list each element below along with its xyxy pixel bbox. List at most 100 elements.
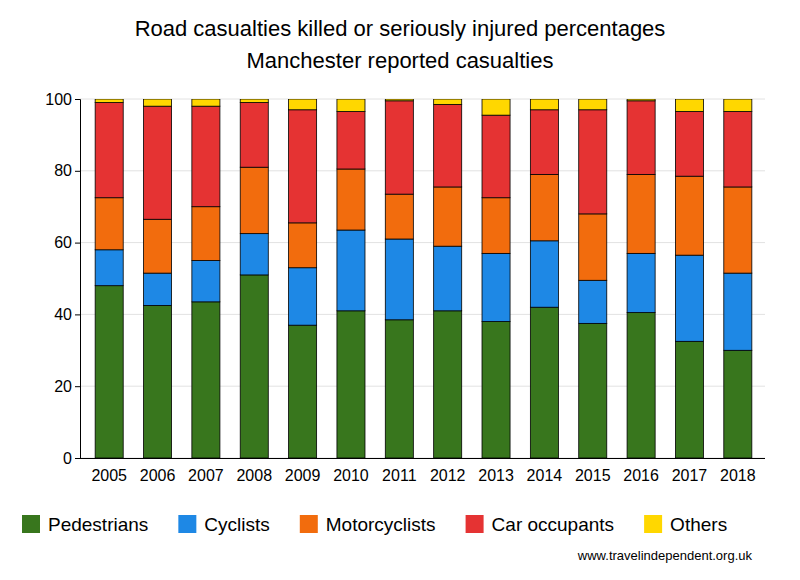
- bar: [144, 219, 172, 273]
- bar: [240, 275, 268, 458]
- tick-label: 2018: [720, 467, 756, 484]
- legend-label: Motorcyclists: [326, 514, 436, 535]
- bar: [579, 99, 607, 110]
- tick-label: 2010: [333, 467, 369, 484]
- tick: 60: [54, 234, 80, 251]
- bar: [434, 99, 462, 104]
- bar: [724, 99, 752, 112]
- tick-label: 2011: [382, 467, 417, 484]
- tick-label: 2015: [575, 467, 611, 484]
- title: Road casualties killed or seriously inju…: [135, 16, 666, 41]
- bar: [289, 99, 317, 110]
- bar: [240, 234, 268, 275]
- tick: 2016: [623, 458, 659, 484]
- series: [95, 99, 752, 115]
- bar: [675, 99, 703, 112]
- tick-label: 40: [54, 306, 72, 323]
- tick-mark: [75, 386, 80, 387]
- axis-line: [80, 458, 765, 459]
- tick: 2005: [91, 458, 127, 484]
- bar: [627, 174, 655, 253]
- bar: [579, 110, 607, 214]
- bar: [482, 115, 510, 198]
- tick: 2010: [333, 458, 369, 484]
- bar: [530, 99, 558, 110]
- tick-mark: [75, 458, 80, 459]
- legend-swatch: [300, 515, 318, 533]
- tick-label: 2007: [188, 467, 224, 484]
- tick: 0: [63, 450, 80, 467]
- bar: [289, 268, 317, 325]
- grid-line: [80, 386, 765, 387]
- bar: [482, 253, 510, 321]
- bar: [675, 112, 703, 177]
- tick: 2018: [720, 458, 756, 484]
- tick: 100: [45, 91, 80, 108]
- grid-line: [80, 170, 765, 171]
- tick: 2014: [527, 458, 563, 484]
- tick-mark: [75, 243, 80, 244]
- bar: [434, 311, 462, 458]
- bar: [192, 302, 220, 458]
- tick: 2007: [188, 458, 224, 484]
- bar: [144, 273, 172, 305]
- bar: [724, 187, 752, 273]
- tick-label: 2009: [285, 467, 321, 484]
- bar: [289, 325, 317, 458]
- legend-label: Car occupants: [492, 514, 615, 535]
- tick: 2012: [430, 458, 466, 484]
- tick: 40: [54, 306, 80, 323]
- tick-mark: [75, 99, 80, 100]
- tick-label: 2014: [527, 467, 563, 484]
- bar: [385, 99, 413, 101]
- tick: 2013: [478, 458, 514, 484]
- tick-label: 2005: [91, 467, 127, 484]
- bar: [675, 341, 703, 458]
- tick-label: 2017: [672, 467, 708, 484]
- bar: [95, 250, 123, 286]
- bar: [385, 239, 413, 320]
- tick: 80: [54, 162, 80, 179]
- tick: 2017: [672, 458, 708, 484]
- bar: [530, 174, 558, 240]
- tick-label: 2006: [140, 467, 176, 484]
- bar: [675, 255, 703, 341]
- bar: [385, 194, 413, 239]
- chart: Road casualties killed or seriously inju…: [0, 0, 800, 580]
- tick-label: 20: [54, 378, 72, 395]
- bar: [337, 99, 365, 112]
- bar: [434, 187, 462, 246]
- annotation: www.travelindependent.org.uk: [577, 548, 753, 563]
- grid-line: [80, 458, 765, 459]
- tick: 20: [54, 378, 80, 395]
- bar: [337, 311, 365, 458]
- bar: [192, 106, 220, 207]
- bars: [95, 99, 752, 458]
- grid: [80, 99, 765, 458]
- bar: [482, 198, 510, 254]
- tick: 2015: [575, 458, 611, 484]
- axis-line: [75, 100, 81, 459]
- bar: [530, 241, 558, 307]
- bar: [144, 305, 172, 458]
- bar: [192, 261, 220, 302]
- legend: PedestriansCyclistsMotorcyclistsCar occu…: [22, 514, 727, 535]
- bar: [144, 106, 172, 219]
- legend-swatch: [466, 515, 484, 533]
- bar: [240, 167, 268, 233]
- grid-line: [80, 314, 765, 315]
- legend-swatch: [22, 515, 40, 533]
- bar: [482, 99, 510, 115]
- x-axis: 2005200620072008200920102011201220132014…: [80, 458, 765, 484]
- tick-mark: [75, 171, 80, 172]
- bar: [192, 207, 220, 261]
- bar: [95, 198, 123, 250]
- bar: [337, 230, 365, 311]
- bar: [192, 99, 220, 106]
- tick-label: 80: [54, 162, 72, 179]
- bar: [482, 322, 510, 458]
- tick: 2006: [140, 458, 176, 484]
- bar: [434, 246, 462, 311]
- bar: [337, 112, 365, 169]
- bar: [627, 253, 655, 312]
